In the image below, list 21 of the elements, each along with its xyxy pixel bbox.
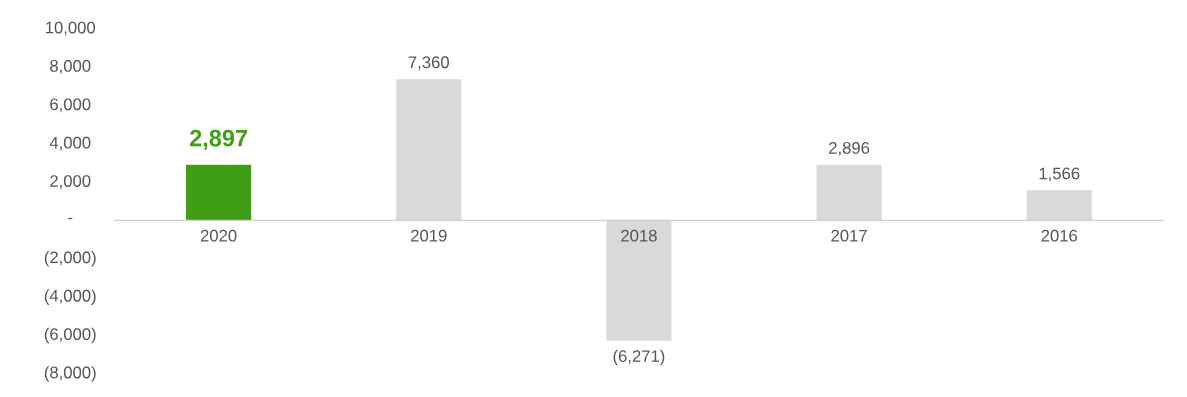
- y-tick-label: 2,000: [50, 175, 91, 190]
- y-tick-label: (8,000): [44, 366, 96, 382]
- y-tick-label: (4,000): [44, 289, 96, 306]
- x-tick-label: 2017: [831, 230, 867, 242]
- y-tick-label: (6,000): [44, 328, 96, 344]
- y-tick-label: 10,000: [46, 21, 96, 36]
- data-label: (6,271): [613, 350, 665, 366]
- y-tick-label: 8,000: [50, 60, 91, 75]
- y-tick-label: 4,000: [49, 137, 91, 151]
- data-label: 2,896: [829, 142, 870, 157]
- x-tick-label: 2016: [1041, 230, 1078, 242]
- data-label: 2,897: [189, 130, 247, 151]
- x-tick-label: 2018: [621, 230, 657, 242]
- x-tick-label: 2020: [200, 230, 237, 242]
- x-tick-label: 2019: [411, 230, 447, 242]
- y-tick-label: (2,000): [44, 251, 96, 267]
- y-tick-label: 6,000: [50, 98, 91, 113]
- data-label: 1,566: [1039, 167, 1080, 182]
- y-tick-label: -: [68, 218, 73, 220]
- data-label: 7,360: [408, 56, 449, 71]
- bar: [186, 165, 252, 221]
